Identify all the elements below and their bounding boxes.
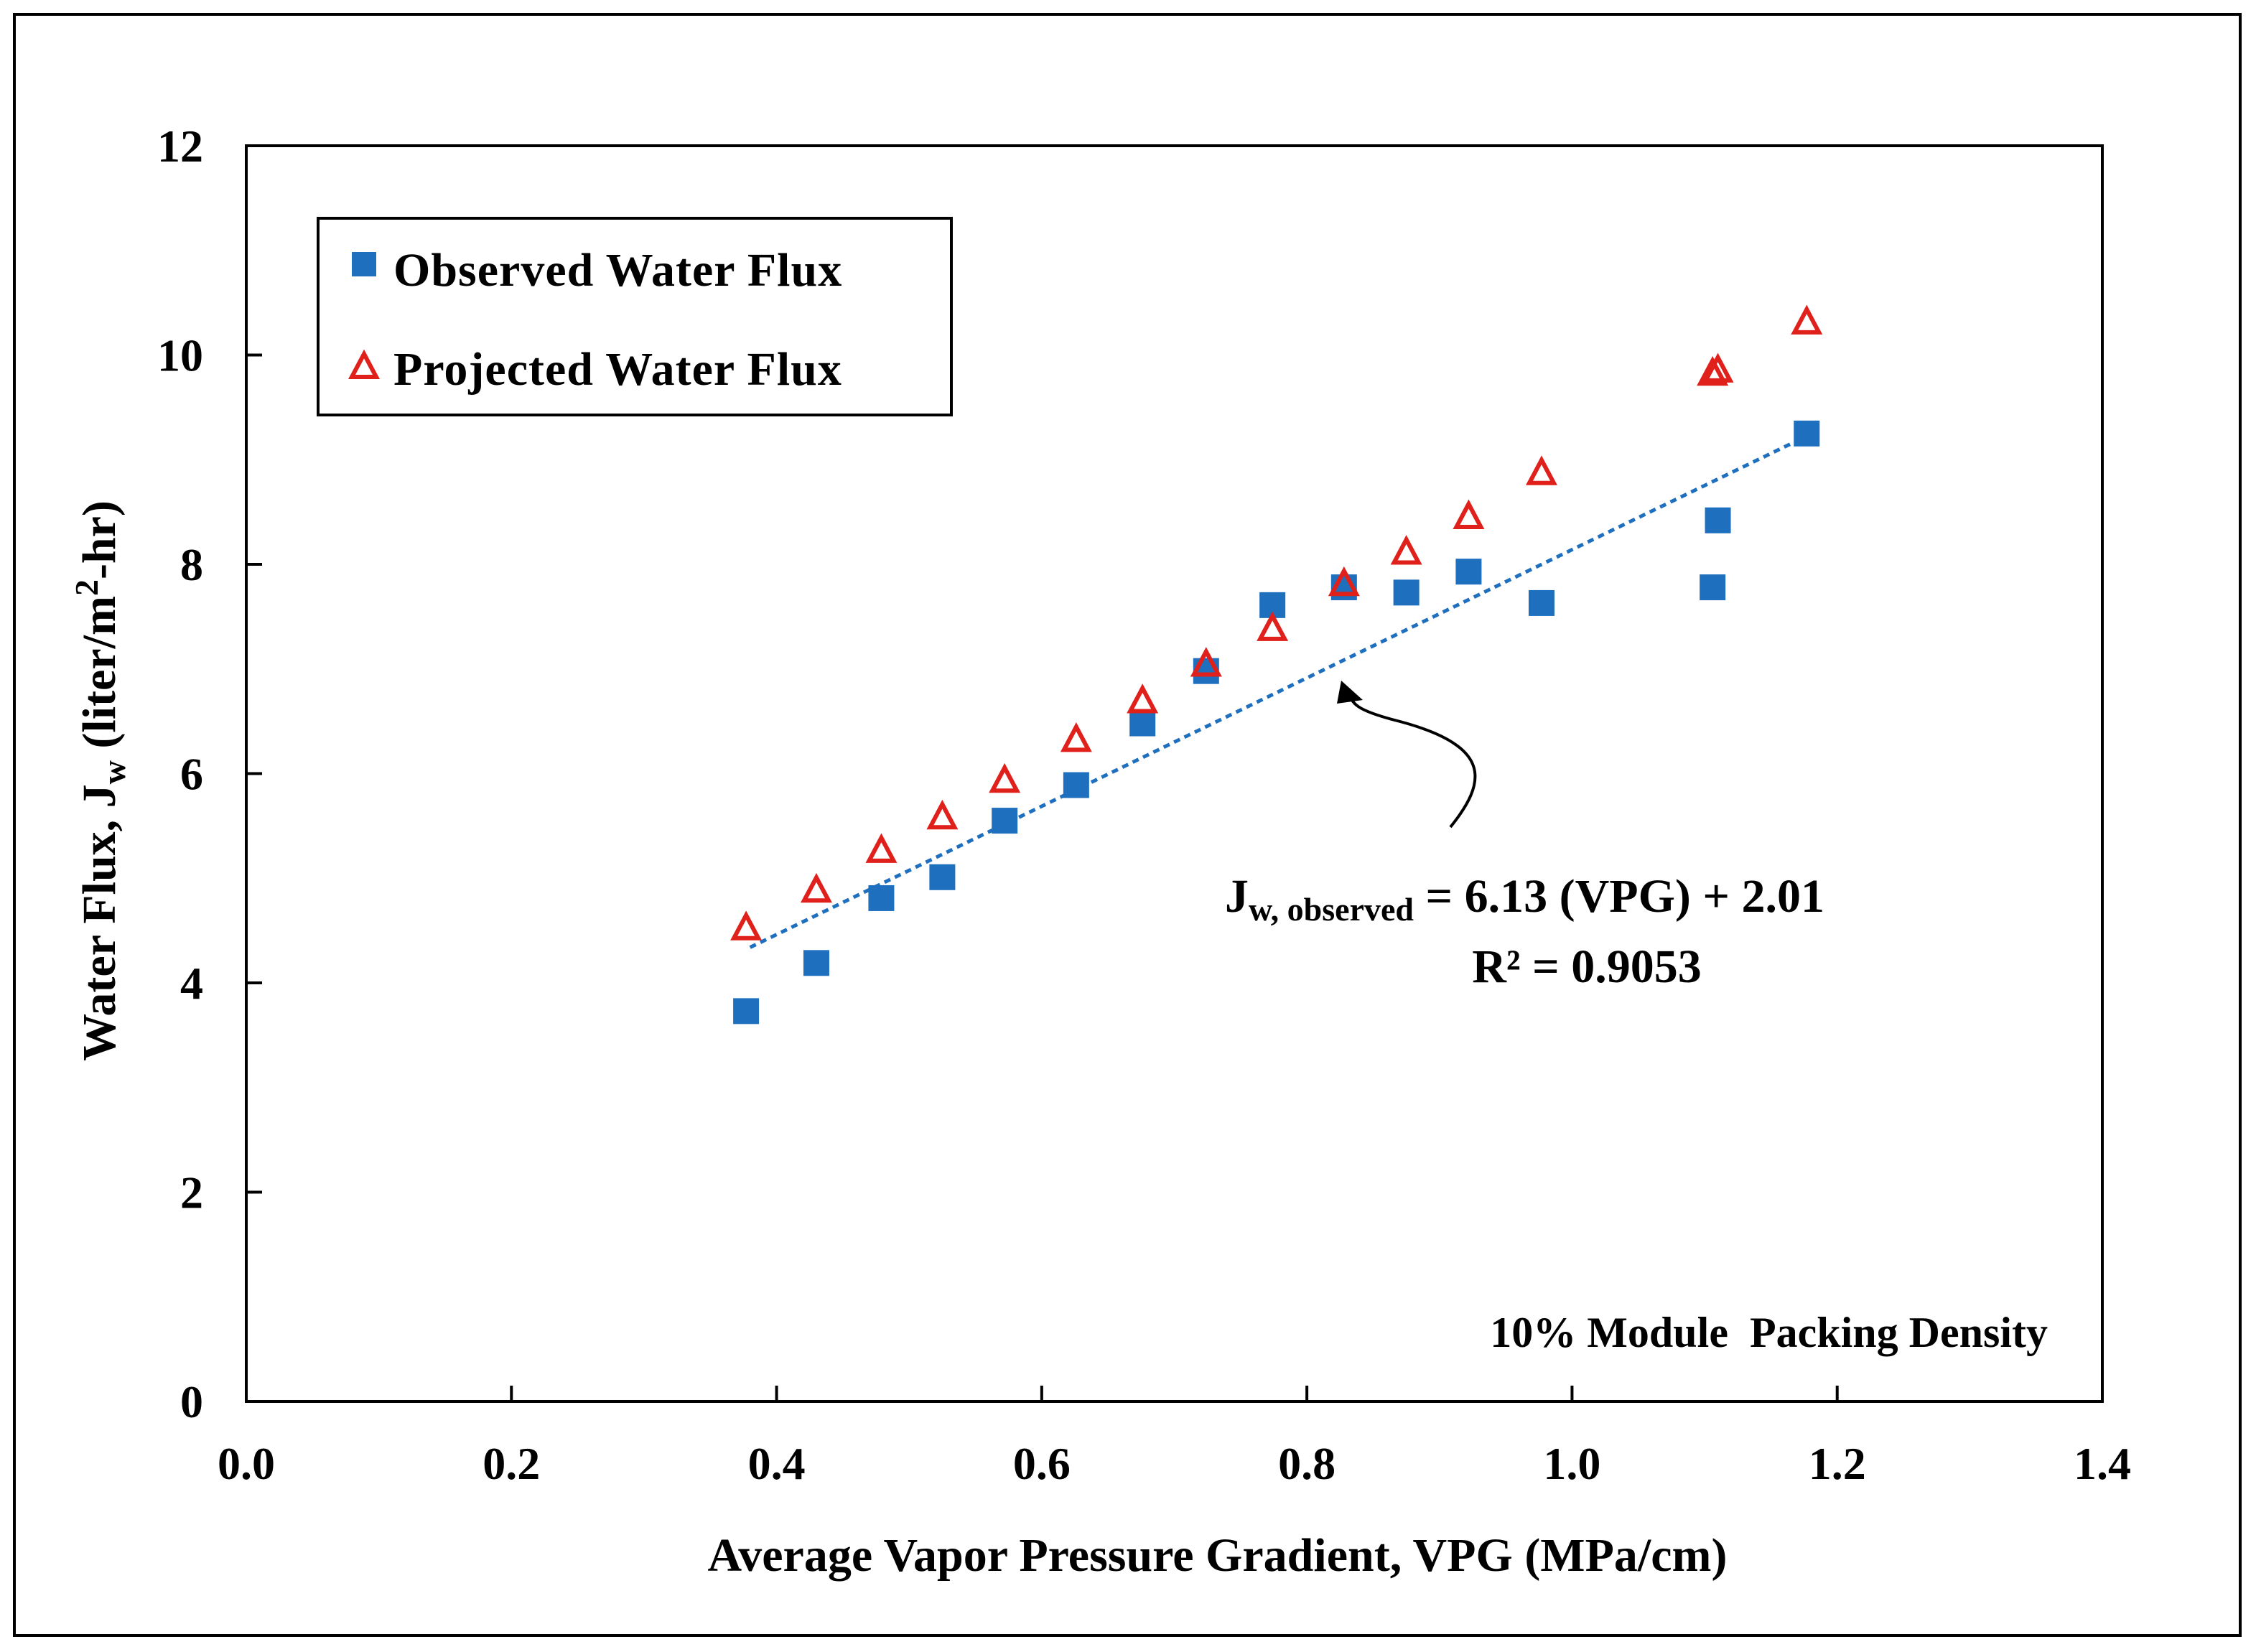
y-tick-label: 10	[157, 330, 203, 381]
trendline-equation: Jw, observed = 6.13 (VPG) + 2.01	[1225, 870, 1824, 928]
projected-point	[1127, 683, 1159, 714]
trendline	[749, 434, 1808, 949]
y-tick-label: 2	[180, 1167, 203, 1218]
legend-observed-label: Observed Water Flux	[393, 244, 842, 297]
projected-point	[1453, 499, 1485, 529]
observed-point	[1393, 579, 1420, 606]
y-axis-title-main: Water Flux, J	[73, 784, 126, 1061]
observed-point	[1705, 507, 1731, 533]
x-tick-label: 0.2	[483, 1438, 540, 1489]
legend-box	[317, 217, 953, 416]
trendline-group	[749, 434, 1808, 949]
y-axis-title-subscript: w	[95, 760, 132, 784]
equation-prefix: J	[1225, 870, 1249, 923]
x-tick-label: 0.8	[1278, 1438, 1336, 1489]
projected-point	[989, 762, 1021, 793]
y-axis-title-unit-end: -hr)	[73, 500, 126, 579]
observed-point	[1129, 710, 1156, 737]
projected-point	[730, 910, 763, 941]
projected-point	[1060, 722, 1092, 752]
projected-point	[1328, 566, 1360, 597]
observed-point	[733, 998, 760, 1025]
x-axis-ticks: 0.0 0.2 0.4 0.6 0.8 1.0 1.2 1.4	[218, 1386, 2131, 1489]
r-squared-label: R² = 0.9053	[1472, 941, 1702, 993]
y-axis-title-superscript: 2	[68, 579, 105, 596]
x-axis-title: Average Vapor Pressure Gradient, VPG (MP…	[708, 1529, 1728, 1582]
observed-point	[868, 885, 895, 911]
legend: Observed Water Flux Projected Water Flux	[317, 217, 953, 416]
observed-point	[803, 950, 829, 976]
x-tick-label: 0.6	[1013, 1438, 1071, 1489]
equation-arrow	[1348, 690, 1477, 829]
observed-point	[929, 864, 956, 890]
observed-point	[1455, 559, 1482, 585]
observed-point	[1528, 589, 1555, 616]
projected-point	[1702, 353, 1734, 383]
x-tick-label: 1.2	[1809, 1438, 1866, 1489]
equation-arrowhead	[1337, 681, 1363, 704]
equation-subscript: w, observed	[1249, 891, 1414, 928]
x-tick-label: 1.0	[1543, 1438, 1600, 1489]
y-tick-label: 12	[157, 121, 203, 172]
projected-point	[1190, 647, 1222, 677]
projected-point	[926, 799, 959, 830]
projected-point	[1390, 535, 1422, 565]
y-axis-title-unit: (liter/m	[73, 596, 126, 760]
x-tick-label: 0.0	[218, 1438, 275, 1489]
observed-series	[733, 420, 1820, 1025]
projected-point	[1525, 455, 1557, 485]
y-tick-label: 0	[180, 1376, 203, 1427]
observed-point	[1063, 772, 1089, 798]
packing-density-note: 10% Module Packing Density	[1490, 1309, 2048, 1356]
y-tick-label: 8	[180, 539, 203, 590]
legend-projected-marker	[348, 349, 380, 379]
projected-point	[1791, 304, 1823, 335]
observed-point	[1700, 574, 1726, 601]
observed-point	[992, 808, 1018, 834]
equation-body: = 6.13 (VPG) + 2.01	[1414, 870, 1824, 923]
projected-point	[1257, 611, 1289, 641]
projected-point	[1697, 355, 1729, 386]
y-axis-title: Water Flux, Jw (liter/m2-hr)	[68, 500, 132, 1061]
x-tick-label: 0.4	[748, 1438, 806, 1489]
legend-observed-marker	[352, 252, 376, 276]
legend-projected-label: Projected Water Flux	[393, 343, 842, 396]
y-tick-label: 6	[180, 749, 203, 800]
projected-point	[800, 872, 832, 903]
x-tick-label: 1.4	[2074, 1438, 2131, 1489]
y-axis-ticks: 0 2 4 6 8 10 12	[157, 121, 262, 1427]
observed-point	[1794, 420, 1820, 447]
y-tick-label: 4	[180, 958, 203, 1009]
projected-point	[865, 833, 898, 863]
projected-series	[730, 304, 1823, 941]
